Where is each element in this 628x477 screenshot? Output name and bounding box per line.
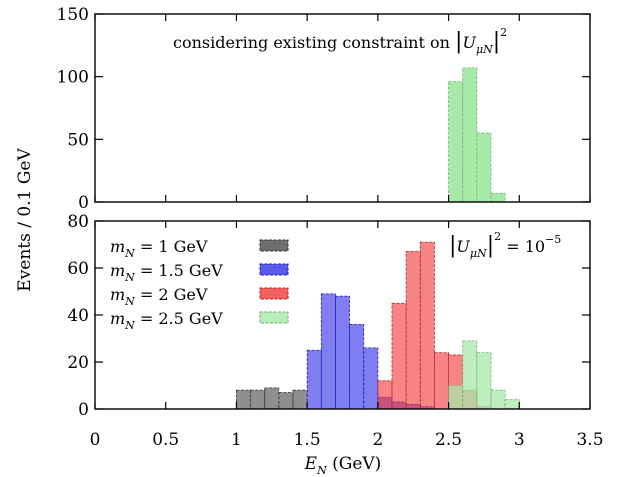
y-tick-label-top-0: 0 xyxy=(78,193,89,213)
x-tick-label-3: 1.5 xyxy=(294,430,321,450)
bottom-panel: 0 20 40 60 80 |UμN|2 = 10−5 xyxy=(67,212,591,420)
x-tick-label-5: 2.5 xyxy=(435,430,462,450)
y-tick-label-bottom-2: 40 xyxy=(67,306,89,326)
bar-bottom-m2-3 xyxy=(419,241,435,410)
legend-swatch-m2_5 xyxy=(259,311,289,324)
annotation-bottom: |UμN|2 = 10−5 xyxy=(449,230,561,260)
x-tick-label-4: 2 xyxy=(372,430,383,450)
bar-bottom-m1-3 xyxy=(278,392,294,410)
bar-bottom-m2_5-3 xyxy=(490,389,506,410)
x-axis: 0 0.5 1 1.5 2 2.5 3 3.5 xyxy=(90,430,604,450)
bar-bottom-m2-4 xyxy=(434,352,449,410)
x-axis-title: EN (GeV) xyxy=(304,454,382,477)
x-tick-label-2: 1 xyxy=(231,430,242,450)
x-axis-title-text: EN (GeV) xyxy=(304,454,382,477)
bar-bottom-m2-0 xyxy=(377,380,393,410)
y-tick-label-bottom-1: 20 xyxy=(67,353,89,373)
bar-bottom-m2_5-4 xyxy=(504,399,520,410)
y-tick-label-top-3: 150 xyxy=(57,5,89,25)
y-axis-title: Events / 0.1 GeV xyxy=(15,148,35,292)
legend-label-m1_5: mN = 1.5 GeV xyxy=(110,261,223,284)
bar-bottom-m2_5-0 xyxy=(448,385,464,410)
top-panel: 0 50 100 150 considering existing constraint… xyxy=(57,5,591,213)
x-tick-label-0: 0 xyxy=(90,430,101,450)
x-tick-label-6: 3 xyxy=(514,430,525,450)
legend-swatch-m1 xyxy=(259,239,289,252)
y-tick-label-top-2: 100 xyxy=(57,68,89,88)
y-tick-label-bottom-0: 0 xyxy=(78,400,89,420)
bar-bottom-m1-0 xyxy=(236,389,251,410)
bar-bottom-m1_5-3 xyxy=(349,323,365,410)
y-tick-label-top-1: 50 xyxy=(67,130,89,150)
y-tick-label-bottom-3: 60 xyxy=(67,259,89,279)
x-tick-label-1: 0.5 xyxy=(152,430,179,450)
bar-bottom-m1_5-4 xyxy=(363,347,379,410)
legend-swatch-m1_5 xyxy=(259,263,289,276)
plot-frame-top xyxy=(94,13,591,203)
bar-bottom-m2-1 xyxy=(391,302,407,410)
legend-label-m2_5: mN = 2.5 GeV xyxy=(110,309,223,332)
annotation-top: considering existing constraint on |UμN|… xyxy=(173,26,507,56)
legend-label-m1: mN = 1 GeV xyxy=(110,237,208,260)
legend-label-m2: mN = 2 GeV xyxy=(110,285,208,308)
bar-top-m2_5-3 xyxy=(490,192,506,203)
bar-bottom-m1_5-0 xyxy=(306,349,322,410)
bar-top-m2_5-1 xyxy=(462,67,478,203)
bar-top-m2_5-2 xyxy=(476,132,492,203)
bar-top-m2_5-0 xyxy=(448,81,464,203)
y-tick-label-bottom-4: 80 xyxy=(67,212,89,232)
bar-bottom-m1-1 xyxy=(250,389,266,410)
bar-bottom-m1_5-2 xyxy=(335,295,350,410)
x-tick-label-7: 3.5 xyxy=(576,430,603,450)
bar-bottom-m1-4 xyxy=(292,389,308,410)
bar-bottom-m2-2 xyxy=(405,251,421,410)
legend-swatch-m2 xyxy=(259,287,289,300)
bar-bottom-m2_5-1 xyxy=(462,340,478,410)
bar-bottom-m2_5-2 xyxy=(476,352,492,410)
bar-bottom-m1_5-1 xyxy=(320,293,336,410)
bar-bottom-m1-2 xyxy=(264,387,280,410)
